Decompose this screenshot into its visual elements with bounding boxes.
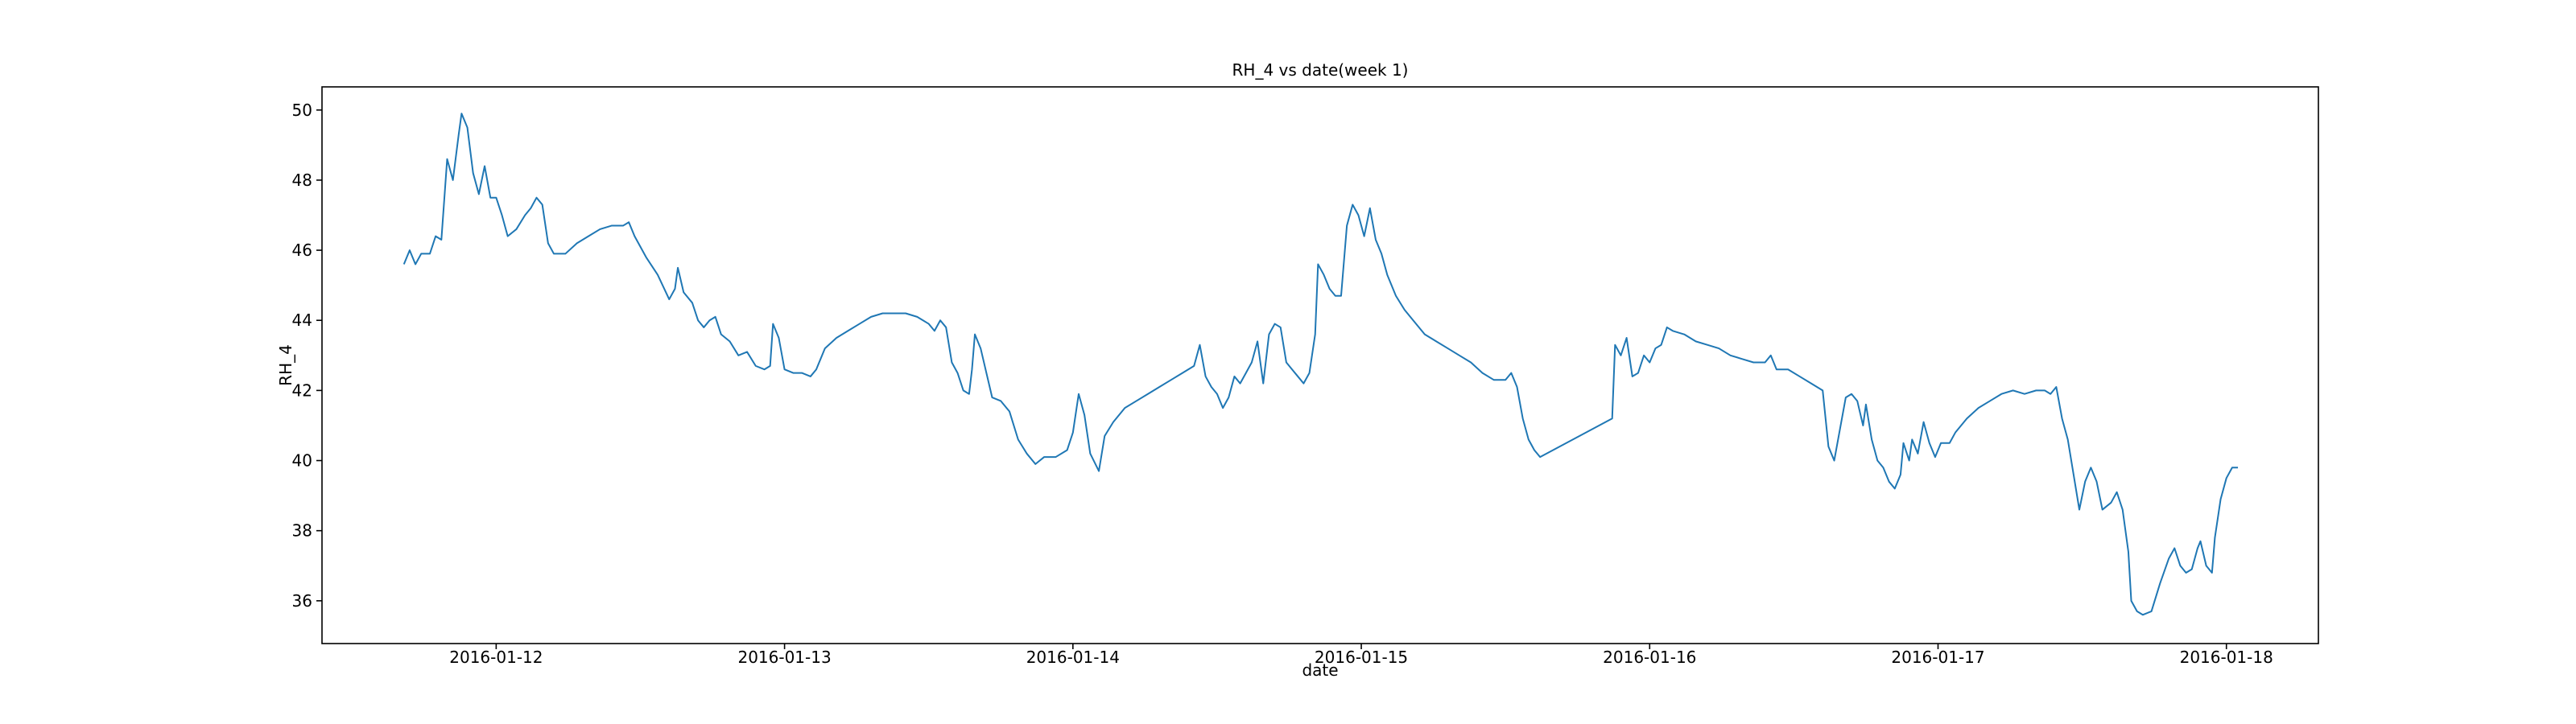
x-tick-label: 2016-01-16	[1603, 648, 1696, 667]
y-axis-label: RH_4	[276, 344, 295, 386]
x-tick-label: 2016-01-13	[737, 648, 831, 667]
x-tick-label: 2016-01-17	[1891, 648, 1984, 667]
y-tick-label: 38	[292, 521, 312, 541]
x-tick-label: 2016-01-14	[1026, 648, 1120, 667]
y-tick-label: 46	[292, 241, 312, 260]
data-line	[402, 113, 2239, 616]
y-tick-label: 50	[292, 101, 312, 120]
y-tick-label: 44	[292, 311, 312, 330]
y-tick-label: 48	[292, 171, 312, 190]
x-tick-label: 2016-01-18	[2180, 648, 2273, 667]
x-tick-label: 2016-01-15	[1315, 648, 1408, 667]
plot-frame	[321, 86, 2319, 644]
y-tick-label: 36	[292, 591, 312, 611]
y-tick-label: 40	[292, 451, 312, 471]
x-axis-label: date	[1302, 660, 1338, 680]
x-tick-label: 2016-01-12	[449, 648, 543, 667]
chart-title: RH_4 vs date(week 1)	[1232, 60, 1409, 80]
y-tick-label: 42	[292, 381, 312, 400]
